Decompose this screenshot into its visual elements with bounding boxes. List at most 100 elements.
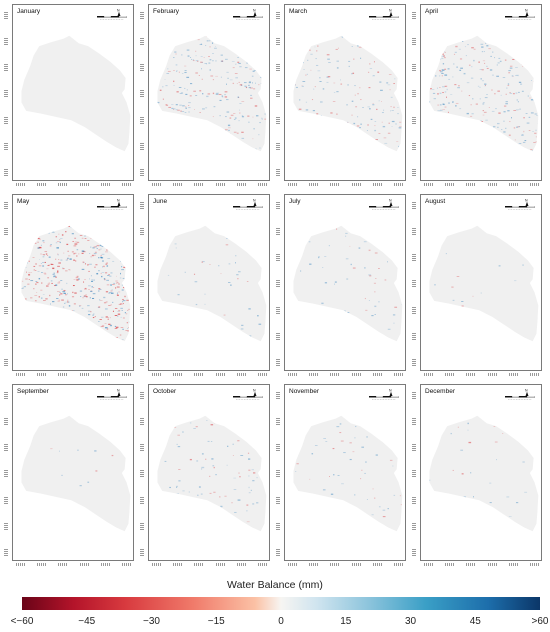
legend-tick-label: <−60 — [10, 616, 34, 627]
latitude-ticks — [4, 12, 11, 177]
svg-text:N: N — [525, 199, 528, 203]
basin-outline — [157, 35, 267, 152]
map-panel-march: March N — [276, 4, 408, 189]
basin-map — [293, 415, 403, 532]
latitude-ticks — [276, 202, 283, 367]
map-panel-july: July N — [276, 194, 408, 379]
latitude-ticks — [4, 202, 11, 367]
map-frame: January N — [12, 4, 134, 181]
legend-tick-label: 15 — [340, 616, 352, 627]
scale-bar-icon — [505, 396, 535, 400]
latitude-ticks — [276, 392, 283, 557]
month-label: March — [289, 8, 308, 15]
basin-outline — [21, 35, 131, 152]
map-frame: April N — [420, 4, 542, 181]
map-frame: May N — [12, 194, 134, 371]
basin-map — [293, 225, 403, 342]
legend-tick-label: −15 — [207, 616, 225, 627]
svg-text:N: N — [253, 199, 256, 203]
scale-bar-icon — [505, 206, 535, 210]
month-label: December — [425, 388, 455, 395]
map-panel-september: September N — [4, 384, 136, 569]
legend-tick-label: >60 — [531, 616, 549, 627]
scale-bar-icon — [233, 206, 263, 210]
basin-outline — [293, 225, 403, 342]
basin-map — [157, 35, 267, 152]
longitude-ticks — [424, 373, 540, 377]
latitude-ticks — [140, 202, 147, 367]
svg-text:N: N — [389, 389, 392, 393]
basin-map — [429, 415, 539, 532]
basin-map — [293, 35, 403, 152]
longitude-ticks — [288, 563, 404, 567]
longitude-ticks — [16, 373, 132, 377]
longitude-ticks — [16, 183, 132, 187]
basin-map — [21, 415, 131, 532]
basin-outline — [157, 415, 267, 532]
svg-text:N: N — [253, 389, 256, 393]
month-label: July — [289, 198, 301, 205]
latitude-ticks — [412, 202, 419, 367]
color-bar — [22, 597, 540, 610]
month-label: September — [17, 388, 49, 395]
map-panel-june: June N — [140, 194, 272, 379]
scale-bar-icon — [233, 16, 263, 20]
basin-map — [157, 415, 267, 532]
scale-bar-icon — [97, 396, 127, 400]
basin-map — [157, 225, 267, 342]
longitude-ticks — [152, 373, 268, 377]
map-panel-october: October N — [140, 384, 272, 569]
legend-tick-label: −30 — [143, 616, 160, 627]
legend-tick-label: 30 — [404, 616, 417, 627]
latitude-ticks — [412, 392, 419, 557]
scale-bar-icon — [97, 206, 127, 210]
basin-map — [21, 225, 131, 342]
scale-bar-icon — [369, 16, 399, 20]
basin-outline — [293, 35, 403, 152]
scale-bar-icon — [505, 16, 535, 20]
basin-outline — [429, 35, 539, 152]
map-panel-may: May N — [4, 194, 136, 379]
map-panel-february: February N — [140, 4, 272, 189]
longitude-ticks — [152, 183, 268, 187]
longitude-ticks — [288, 373, 404, 377]
basin-outline — [429, 225, 539, 342]
latitude-ticks — [412, 12, 419, 177]
basin-map — [21, 35, 131, 152]
map-frame: December N — [420, 384, 542, 561]
map-panel-december: December N — [412, 384, 544, 569]
svg-text:N: N — [117, 9, 120, 13]
legend-tick-label: 0 — [278, 616, 284, 627]
svg-text:N: N — [389, 9, 392, 13]
svg-text:N: N — [525, 389, 528, 393]
map-panel-january: January N — [4, 4, 136, 189]
month-label: April — [425, 8, 439, 15]
svg-text:N: N — [253, 9, 256, 13]
basin-outline — [429, 415, 539, 532]
scale-bar-icon — [369, 396, 399, 400]
basin-outline — [157, 225, 267, 342]
legend-tick-label: 45 — [469, 616, 481, 627]
latitude-ticks — [140, 12, 147, 177]
month-label: January — [17, 8, 41, 15]
svg-text:N: N — [525, 9, 528, 13]
monthly-map-grid: January N February N March N April N May N June N Ju… — [4, 4, 544, 569]
scale-bar-icon — [97, 16, 127, 20]
latitude-ticks — [4, 392, 11, 557]
longitude-ticks — [16, 563, 132, 567]
legend-title: Water Balance (mm) — [227, 579, 323, 591]
legend-tick-label: −45 — [78, 616, 96, 627]
latitude-ticks — [140, 392, 147, 557]
map-panel-april: April N — [412, 4, 544, 189]
map-panel-august: August N — [412, 194, 544, 379]
month-label: August — [425, 198, 446, 205]
longitude-ticks — [424, 183, 540, 187]
month-label: May — [17, 198, 30, 205]
map-frame: September N — [12, 384, 134, 561]
scale-bar-icon — [233, 396, 263, 400]
map-frame: October N — [148, 384, 270, 561]
basin-map — [429, 225, 539, 342]
month-label: February — [153, 8, 180, 15]
map-frame: November N — [284, 384, 406, 561]
svg-text:N: N — [117, 199, 120, 203]
